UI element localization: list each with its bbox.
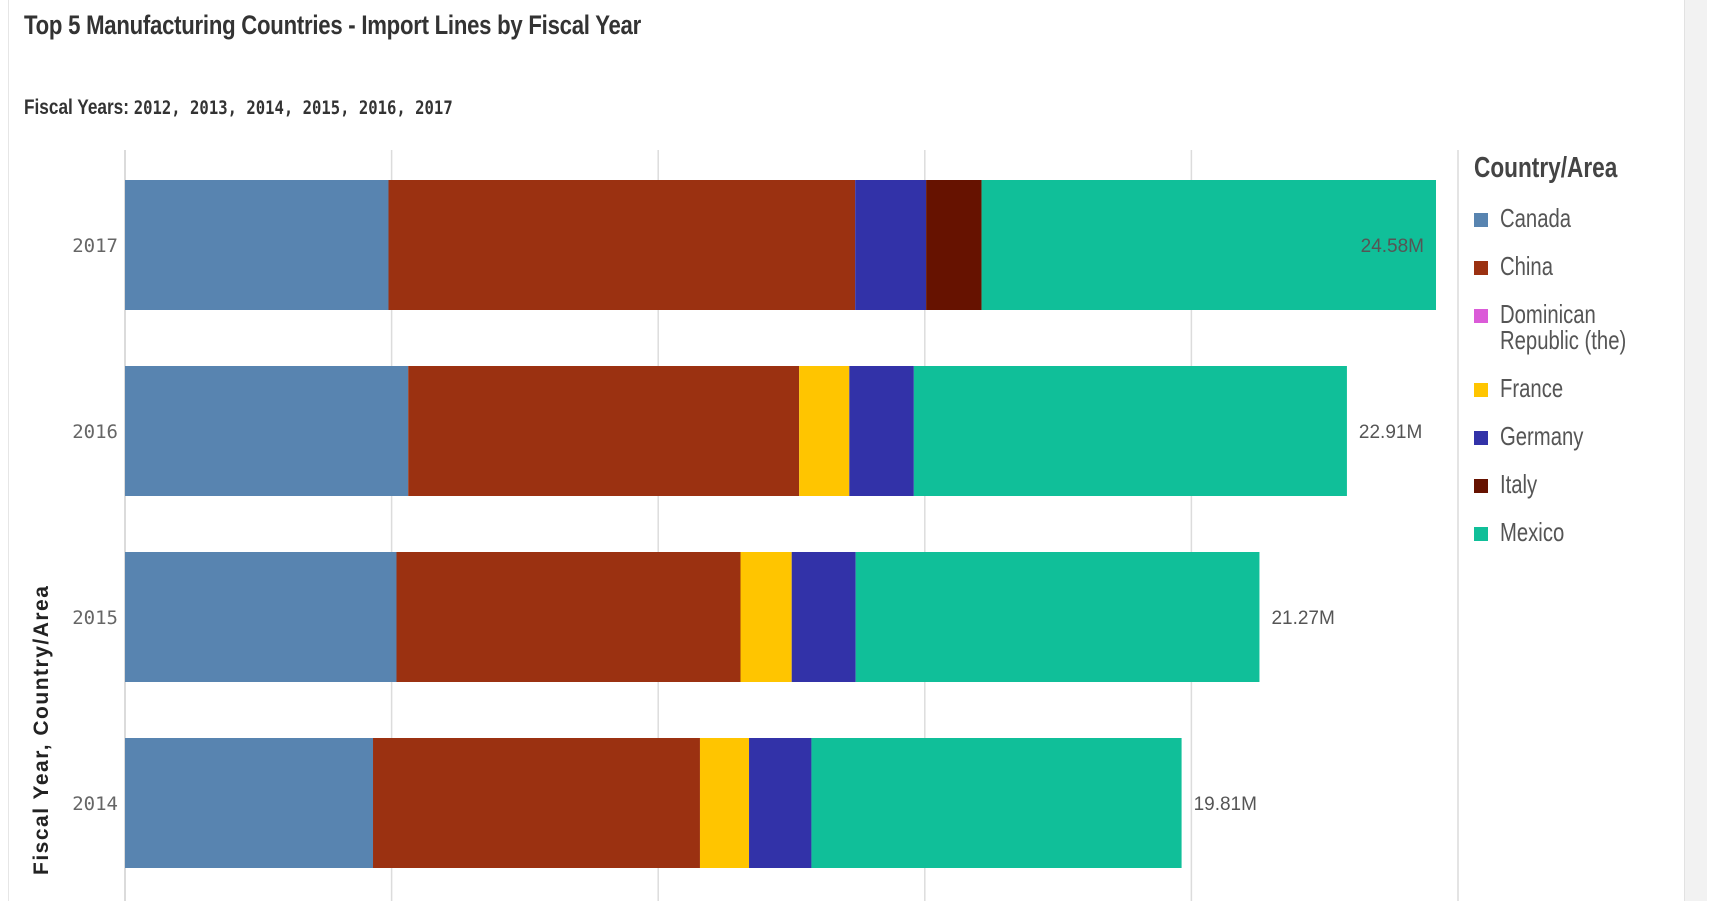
y-tick-label: 2016: [72, 421, 118, 443]
legend-item[interactable]: China: [1474, 253, 1674, 279]
legend-swatch: [1474, 431, 1488, 445]
bar-segment-mexico-2016[interactable]: [913, 366, 1347, 496]
legend-label: Dominican Republic (the): [1500, 299, 1627, 355]
legend-swatch: [1474, 479, 1488, 493]
y-axis-title: Fiscal Year, Country/Area: [30, 585, 53, 875]
panel-border: [8, 0, 9, 901]
bar-segment-germany-2017[interactable]: [855, 180, 927, 310]
chart-title: Top 5 Manufacturing Countries - Import L…: [24, 10, 641, 40]
legend-swatch: [1474, 527, 1488, 541]
y-tick-label: 2017: [72, 235, 118, 257]
bar-segment-germany-2016[interactable]: [849, 366, 914, 496]
legend-item[interactable]: Canada: [1474, 205, 1674, 231]
legend-title: Country/Area: [1474, 152, 1618, 184]
bar-segment-china-2017[interactable]: [388, 180, 856, 310]
legend-swatch: [1474, 213, 1488, 227]
legend-label: China: [1500, 251, 1553, 281]
legend-label: Germany: [1500, 421, 1584, 451]
bars: [125, 180, 1436, 868]
bar-segment-mexico-2015[interactable]: [855, 552, 1260, 682]
subtitle-prefix: Fiscal Years:: [24, 96, 134, 119]
bar-segment-mexico-2017[interactable]: [981, 180, 1436, 310]
bar-segment-italy-2017[interactable]: [926, 180, 982, 310]
legend-item[interactable]: Dominican Republic (the): [1474, 301, 1674, 353]
total-label: 22.91M: [1359, 422, 1422, 443]
bar-segment-china-2016[interactable]: [408, 366, 800, 496]
total-label: 19.81M: [1194, 794, 1257, 815]
legend-swatch: [1474, 383, 1488, 397]
legend-label: France: [1500, 373, 1564, 403]
bar-segment-france-2016[interactable]: [799, 366, 850, 496]
bar-segment-canada-2014[interactable]: [125, 738, 374, 868]
chart-subtitle: Fiscal Years: 2012, 2013, 2014, 2015, 20…: [24, 96, 453, 120]
legend-swatch: [1474, 261, 1488, 275]
scrollbar[interactable]: [1684, 0, 1707, 901]
bar-segment-germany-2015[interactable]: [791, 552, 856, 682]
subtitle-years: 2012, 2013, 2014, 2015, 2016, 2017: [133, 97, 453, 119]
legend-item[interactable]: Italy: [1474, 471, 1674, 497]
bar-segment-mexico-2014[interactable]: [811, 738, 1182, 868]
y-tick-label: 2014: [72, 793, 118, 815]
legend-item[interactable]: Germany: [1474, 423, 1674, 449]
legend-label: Canada: [1500, 203, 1572, 233]
legend-label: Mexico: [1500, 517, 1565, 547]
legend-item[interactable]: France: [1474, 375, 1674, 401]
bar-segment-canada-2017[interactable]: [125, 180, 389, 310]
bar-segment-china-2015[interactable]: [396, 552, 741, 682]
bar-segment-germany-2014[interactable]: [749, 738, 812, 868]
bar-segment-france-2014[interactable]: [699, 738, 750, 868]
bar-segment-france-2015[interactable]: [740, 552, 792, 682]
bar-segment-china-2014[interactable]: [373, 738, 700, 868]
total-label: 24.58M: [1361, 236, 1424, 257]
legend-items: Canada China Dominican Republic (the) Franc…: [1474, 205, 1674, 545]
legend-swatch: [1474, 309, 1488, 323]
legend-item[interactable]: Mexico: [1474, 519, 1674, 545]
y-tick-label: 2015: [72, 607, 118, 629]
total-label: 21.27M: [1271, 608, 1334, 629]
labels: 2017 24.58M 2016 22.91M 2015 21.27M 2014 19.81M: [72, 235, 1424, 815]
bar-segment-canada-2015[interactable]: [125, 552, 397, 682]
bar-segment-canada-2016[interactable]: [125, 366, 409, 496]
legend-label: Italy: [1500, 469, 1538, 499]
legend: Country/Area Canada China Dominican Republ…: [1474, 152, 1674, 567]
